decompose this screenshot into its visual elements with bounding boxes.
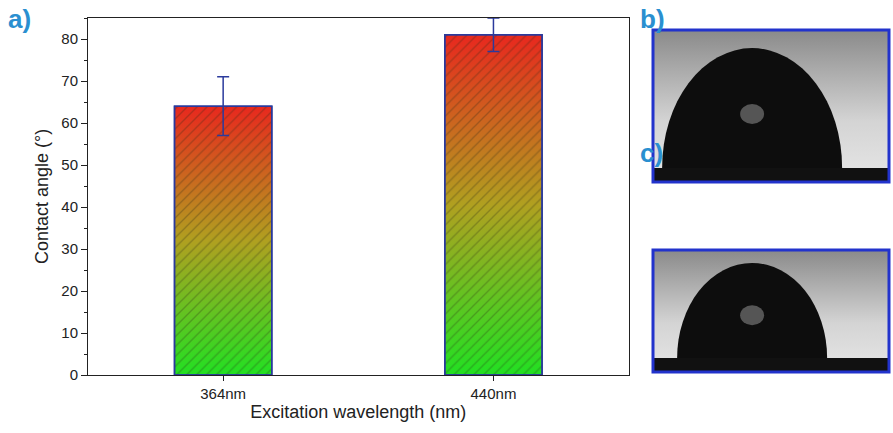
svg-text:10: 10	[61, 324, 78, 341]
svg-text:80: 80	[61, 30, 78, 47]
svg-text:60: 60	[61, 114, 78, 131]
svg-text:0: 0	[70, 366, 78, 383]
html-text:b): b)	[640, 4, 665, 34]
svg-text:364nm: 364nm	[200, 385, 246, 402]
svg-text:20: 20	[61, 282, 78, 299]
svg-text:Contact angle (°): Contact angle (°)	[32, 129, 52, 264]
svg-text:50: 50	[61, 156, 78, 173]
html-text:a): a)	[8, 4, 32, 34]
svg-text:440nm: 440nm	[471, 385, 517, 402]
svg-text:40: 40	[61, 198, 78, 215]
html-text:c): c)	[640, 138, 664, 168]
svg-text:Excitation wavelength (nm): Excitation wavelength (nm)	[250, 402, 466, 422]
svg-text:70: 70	[61, 72, 78, 89]
svg-text:30: 30	[61, 240, 78, 257]
